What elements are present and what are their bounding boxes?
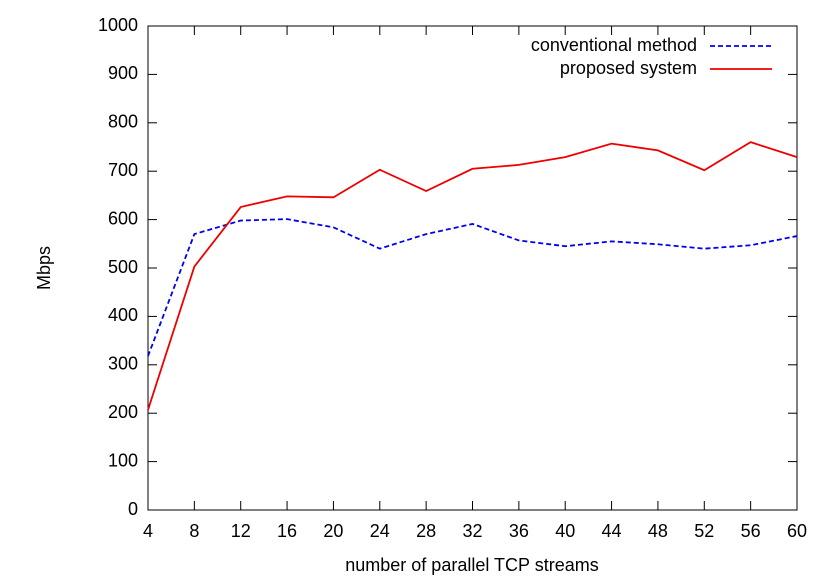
- series-line: [147, 218, 798, 357]
- y-tick-label: 800: [108, 112, 138, 132]
- y-tick-label: 600: [108, 208, 138, 228]
- y-tick-label: 100: [108, 450, 138, 470]
- y-tick-label: 300: [108, 354, 138, 374]
- y-tick-label: 1000: [98, 15, 138, 35]
- x-tick-label: 12: [231, 521, 251, 541]
- x-tick-label: 24: [370, 521, 390, 541]
- y-tick-label: 400: [108, 305, 138, 325]
- series-line: [147, 141, 798, 411]
- y-axis-label: Mbps: [34, 246, 54, 290]
- x-tick-label: 28: [416, 521, 436, 541]
- x-tick-label: 60: [787, 521, 807, 541]
- x-tick-label: 4: [143, 521, 153, 541]
- x-tick-label: 52: [694, 521, 714, 541]
- x-tick-label: 20: [323, 521, 343, 541]
- legend-label: proposed system: [560, 58, 697, 78]
- x-tick-label: 32: [462, 521, 482, 541]
- y-tick-label: 700: [108, 160, 138, 180]
- y-tick-label: 0: [128, 499, 138, 519]
- x-tick-label: 36: [509, 521, 529, 541]
- y-tick-label: 500: [108, 257, 138, 277]
- x-tick-label: 44: [602, 521, 622, 541]
- x-axis-label: number of parallel TCP streams: [345, 555, 598, 575]
- x-tick-label: 56: [741, 521, 761, 541]
- x-tick-label: 48: [648, 521, 668, 541]
- plot-frame: [147, 25, 798, 511]
- y-tick-label: 900: [108, 63, 138, 83]
- x-tick-label: 8: [189, 521, 199, 541]
- x-tick-label: 40: [555, 521, 575, 541]
- x-tick-label: 16: [277, 521, 297, 541]
- y-tick-label: 200: [108, 402, 138, 422]
- legend-label: conventional method: [531, 35, 697, 55]
